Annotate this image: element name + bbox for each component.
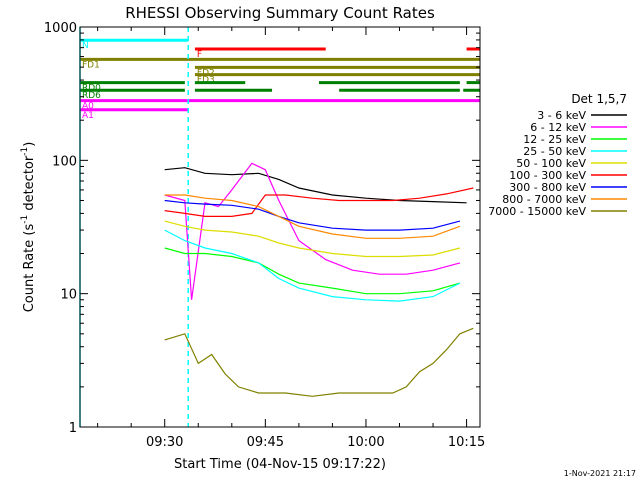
legend-label-6-12-kev: 6 - 12 keV: [530, 121, 586, 134]
y-tick-label: 100: [52, 154, 77, 169]
flag-bars: NFFD1FD2FD3RD0RD6A0A1: [80, 38, 480, 121]
legend-label-800-7000-kev: 800 - 7000 keV: [502, 193, 586, 206]
legend-label-25-50-kev: 25 - 50 keV: [523, 145, 586, 158]
y-axis-label-exp-2: -1: [20, 147, 30, 156]
legend-label-7000-15000-kev: 7000 - 15000 keV: [488, 205, 586, 218]
flag-label-n: N: [82, 41, 89, 51]
series-line-25-50-kev: [164, 229, 461, 302]
legend-label-300-800-kev: 300 - 800 keV: [509, 181, 586, 194]
x-tick-label: 10:15: [448, 435, 485, 450]
x-tick-label: 10:00: [347, 435, 384, 450]
flag-label-fd1: FD1: [82, 60, 100, 70]
legend-label-12-25-kev: 12 - 25 keV: [523, 133, 586, 146]
series-line-300-800-kev: [164, 199, 461, 231]
y-axis-label-part-1: Count Rate (s: [22, 224, 37, 313]
series-lines: [164, 162, 474, 397]
series-line-3-6-kev: [164, 167, 467, 204]
series-line-50-100-kev: [164, 220, 461, 258]
series-line-6-12-kev: [164, 162, 461, 300]
x-tick-label: 09:45: [247, 435, 284, 450]
flag-label-fd3: FD3: [197, 76, 215, 86]
x-axis-ticks: 09:30 09:45 10:00 10:15: [97, 27, 485, 450]
x-tick-label: 09:30: [146, 435, 183, 450]
flag-label-f: F: [197, 50, 202, 60]
flag-label-a1: A1: [82, 111, 94, 121]
legend-label-100-300-kev: 100 - 300 keV: [509, 169, 586, 182]
legend-title: Det 1,5,7: [571, 92, 627, 106]
footer-timestamp: 1-Nov-2021 21:17: [564, 469, 636, 478]
y-tick-label: 1: [69, 421, 77, 436]
y-axis-label: Count Rate (s-1 detector-1): [20, 142, 37, 313]
plot-frame: [79, 26, 481, 428]
chart-title: RHESSI Observing Summary Count Rates: [125, 4, 435, 22]
legend-label-50-100-kev: 50 - 100 keV: [516, 157, 586, 170]
series-line-800-7000-kev: [164, 194, 461, 239]
flag-label-rd6: RD6: [82, 91, 101, 101]
flag-label-a0: A0: [82, 102, 94, 112]
series-line-12-25-kev: [164, 247, 461, 295]
legend-label-3-6-kev: 3 - 6 keV: [537, 109, 586, 122]
y-axis-ticks: 1 10 100 1000: [44, 21, 480, 436]
flag-label-rd0: RD0: [82, 84, 101, 94]
y-axis-label-part-3: ): [22, 142, 37, 147]
x-axis-label: Start Time (04-Nov-15 09:17:22): [174, 457, 386, 472]
series-line-7000-15000-kev: [164, 327, 474, 397]
y-tick-label: 10: [60, 288, 77, 303]
series-line-100-300-kev: [164, 187, 474, 217]
y-axis-label-part-2: detector: [22, 155, 37, 215]
y-axis-label-exp-1: -1: [20, 215, 30, 224]
y-tick-label: 1000: [44, 21, 77, 36]
